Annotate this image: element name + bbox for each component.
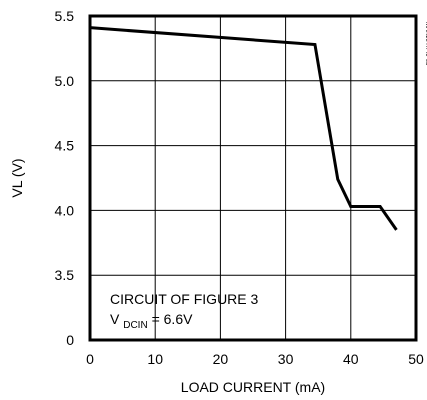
y-tick-label: 5.5 <box>55 8 75 24</box>
figure-id-label: MAX1647/49-03 <box>424 22 427 66</box>
annotation: CIRCUIT OF FIGURE 3 V DCIN = 6.6V <box>110 291 259 331</box>
grid-lines <box>90 16 416 340</box>
y-tick-label: 0 <box>66 332 74 348</box>
x-tick-label: 30 <box>278 351 294 367</box>
annotation-subscript: DCIN <box>123 320 147 331</box>
annotation-line-1: CIRCUIT OF FIGURE 3 <box>110 291 259 307</box>
y-axis-label: VL (V) <box>9 158 25 197</box>
y-tick-label: 4.5 <box>55 138 75 154</box>
plot-frame <box>88 14 418 342</box>
x-tick-label: 0 <box>86 351 94 367</box>
x-tick-label: 40 <box>343 351 359 367</box>
annotation-line-2: V DCIN = 6.6V <box>110 311 193 331</box>
annotation-v: V <box>110 311 120 327</box>
series-layer <box>89 26 398 231</box>
y-tick-label: 3.5 <box>55 267 75 283</box>
tick-labels: 0 10 20 30 40 50 0 3.5 4.0 4.5 5.0 5.5 <box>55 8 424 367</box>
annotation-value: = 6.6V <box>152 311 194 327</box>
series-line <box>89 26 398 231</box>
x-tick-label: 20 <box>213 351 229 367</box>
x-axis-label: LOAD CURRENT (mA) <box>181 379 325 395</box>
x-tick-label: 10 <box>147 351 163 367</box>
y-tick-label: 4.0 <box>55 202 75 218</box>
y-tick-label: 5.0 <box>55 73 75 89</box>
x-tick-label: 50 <box>408 351 424 367</box>
